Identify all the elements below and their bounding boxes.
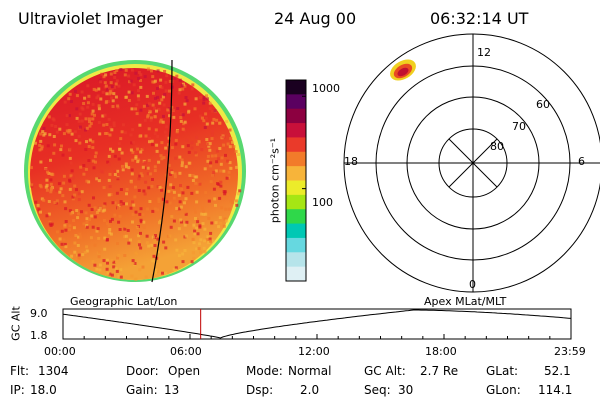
colorbar-band [286, 266, 306, 282]
mlt-label-12: 12 [477, 46, 491, 59]
colorbar-band [286, 166, 306, 181]
date-label: 24 Aug 00 [274, 9, 357, 28]
ip-label: IP: [10, 383, 25, 397]
colorbar-band [286, 123, 306, 138]
timeline-plot [62, 308, 572, 340]
ymin-label: 1.8 [30, 329, 48, 342]
mlt-label-6: 6 [578, 155, 585, 168]
uv-image [24, 59, 246, 283]
colorbar-band [286, 180, 306, 196]
gcalt-label: GC Alt: [364, 364, 406, 378]
glat-value: 52.1 [544, 364, 571, 378]
door-value: Open [168, 364, 201, 378]
colorbar-band [286, 252, 306, 268]
colorbar-band [286, 209, 306, 225]
seq-label: Seq: [364, 383, 391, 397]
terminator-line [151, 59, 173, 283]
gain-label: Gain: [126, 383, 158, 397]
app-title: Ultraviolet Imager [18, 9, 163, 28]
geographic-label: Geographic Lat/Lon [70, 295, 178, 308]
time-tick-0: 00:00 [44, 345, 76, 358]
gcalt-value: 2.7 Re [420, 364, 459, 378]
gc-alt-axis-label: GC Alt [9, 306, 23, 341]
flt-value: 1304 [38, 364, 69, 378]
glon-value: 114.1 [538, 383, 573, 397]
dsp-value: 2.0 [300, 383, 320, 397]
lat-label-80: 80 [490, 140, 504, 153]
colorbar-tick-100: 100 [312, 196, 333, 209]
colorbar-band [286, 137, 306, 153]
mlt-label-18: 18 [344, 155, 358, 168]
colorbar-band [286, 194, 306, 210]
lat-label-70: 70 [512, 120, 526, 133]
colorbar-unit-label: photon cm⁻²s⁻¹ [268, 137, 282, 224]
ymax-label: 9.0 [30, 307, 48, 320]
time-tick-2: 12:00 [298, 345, 330, 358]
time-tick-1: 06:00 [170, 345, 202, 358]
polar-plot [343, 33, 600, 293]
apex-label: Apex MLat/MLT [424, 295, 507, 308]
flt-label: Flt: [10, 364, 29, 378]
time-tick-3: 18:00 [425, 345, 457, 358]
colorbar-band [286, 151, 306, 167]
colorbar [285, 79, 307, 282]
colorbar-tick-1000: 1000 [312, 82, 340, 95]
glat-label: GLat: [486, 364, 519, 378]
colorbar-band [286, 108, 306, 124]
dsp-label: Dsp: [246, 383, 274, 397]
colorbar-band [286, 223, 306, 239]
glon-label: GLon: [486, 383, 521, 397]
time-tick-4: 23:59 [554, 345, 586, 358]
colorbar-band [286, 237, 306, 253]
mlt-label-0: 0 [469, 278, 476, 291]
seq-value: 30 [398, 383, 414, 397]
lat-label-60: 60 [536, 98, 550, 111]
mode-value: Normal [288, 364, 332, 378]
colorbar-band [286, 94, 306, 110]
mode-label: Mode: [246, 364, 283, 378]
door-label: Door: [126, 364, 159, 378]
ip-value: 18.0 [30, 383, 57, 397]
gain-value: 13 [164, 383, 180, 397]
colorbar-band [286, 80, 306, 95]
time-label: 06:32:14 UT [430, 9, 529, 28]
